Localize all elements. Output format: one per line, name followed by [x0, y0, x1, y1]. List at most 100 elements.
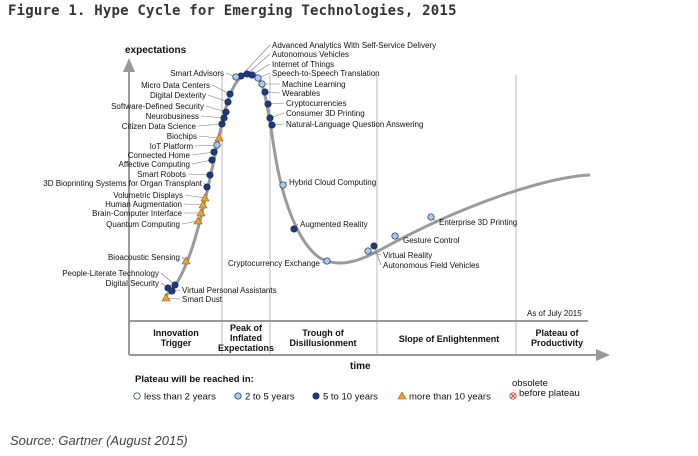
label-natural-language-question-answering: Natural-Language Question Answering	[286, 120, 423, 129]
label-smart-dust: Smart Dust	[182, 295, 223, 304]
legend-label-obsolete: obsolete before plateau	[512, 378, 580, 399]
label-virtual-reality: Virtual Reality	[383, 251, 432, 260]
label-augmented-reality: Augmented Reality	[300, 220, 368, 229]
figure-title: Figure 1. Hype Cycle for Emerging Techno…	[8, 3, 457, 19]
label-digital-dexterity: Digital Dexterity	[150, 91, 206, 100]
marker-virtual-personal-assistants	[168, 287, 176, 295]
leader-iot-platform	[194, 144, 218, 147]
marker-consumer-3d-printing	[266, 114, 274, 122]
marker-cryptocurrency-exchange	[323, 257, 331, 265]
leader-human-augmentation	[183, 203, 204, 206]
figure-source: Source: Gartner (August 2015)	[10, 433, 188, 448]
label-people-literate-technology: People-Literate Technology	[62, 269, 159, 278]
phase-label-plateau: Plateau of Productivity	[531, 328, 583, 348]
marker-software-defined-security	[222, 108, 230, 116]
label-advanced-analytics-with-self-service-delivery: Advanced Analytics With Self-Service Del…	[272, 41, 436, 50]
marker-biochips	[214, 133, 224, 142]
marker-smart-robots	[206, 171, 214, 179]
label-brain-computer-interface: Brain-Computer Interface	[92, 209, 182, 218]
label-connected-home: Connected Home	[128, 151, 191, 160]
label-smart-robots: Smart Robots	[137, 170, 186, 179]
x-axis-arrow	[596, 349, 610, 361]
marker-digital-dexterity	[224, 98, 232, 106]
marker-micro-data-centers	[226, 90, 234, 98]
marker-people-literate-technology	[171, 281, 179, 289]
chart-panel	[126, 57, 590, 319]
marker-3d-bioprinting-systems-for-organ-transplant	[203, 183, 211, 191]
phase-label-peak: Peak of Inflated Expectations	[218, 323, 274, 353]
marker-neurobusiness	[220, 114, 228, 122]
label-autonomous-field-vehicles: Autonomous Field Vehicles	[383, 261, 480, 270]
marker-natural-language-question-answering	[268, 121, 276, 129]
marker-citizen-data-science	[218, 120, 226, 128]
phase-label-trough: Trough of Disillusionment	[289, 328, 356, 348]
marker-human-augmentation	[198, 200, 208, 209]
label-neurobusiness: Neurobusiness	[146, 112, 199, 121]
leader-biochips	[198, 135, 220, 139]
hype-cycle-curve	[164, 71, 591, 298]
label-citizen-data-science: Citizen Data Science	[122, 122, 197, 131]
marker-augmented-reality	[290, 225, 298, 233]
marker-gesture-control	[391, 232, 399, 240]
label-machine-learning: Machine Learning	[282, 80, 346, 89]
label-wearables: Wearables	[282, 89, 320, 98]
as-of-note: As of July 2015	[527, 309, 582, 318]
marker-volumetric-displays	[200, 193, 210, 202]
legend-symbol-lt2	[133, 392, 141, 400]
marker-bioacoustic-sensing	[181, 256, 191, 265]
legend-symbol-obsolete-cross	[510, 393, 516, 399]
marker-virtual-reality	[364, 247, 372, 255]
label-iot-platform: IoT Platform	[150, 142, 194, 151]
leader-volumetric-displays	[184, 194, 206, 199]
legend-label-2to5: 2 to 5 years	[245, 392, 295, 403]
marker-quantum-computing	[193, 216, 203, 225]
legend-symbol-5to10	[312, 392, 320, 400]
label-human-augmentation: Human Augmentation	[105, 200, 182, 209]
label-affective-computing: Affective Computing	[119, 160, 190, 169]
leader-smart-robots	[187, 173, 211, 176]
label-internet-of-things: Internet of Things	[272, 60, 334, 69]
y-axis-arrow	[123, 58, 135, 72]
label-gesture-control: Gesture Control	[403, 236, 460, 245]
marker-enterprise-3d-printing	[427, 213, 435, 221]
label-biochips: Biochips	[167, 132, 197, 141]
label-consumer-3d-printing: Consumer 3D Printing	[286, 109, 365, 118]
x-axis-label: time	[350, 361, 371, 372]
label-bioacoustic-sensing: Bioacoustic Sensing	[108, 253, 180, 262]
leader-neurobusiness	[200, 115, 225, 119]
marker-iot-platform	[213, 141, 221, 149]
label-autonomous-vehicles: Autonomous Vehicles	[272, 50, 349, 59]
label-software-defined-security: Software-Defined Security	[111, 102, 204, 111]
legend-title: Plateau will be reached in:	[135, 374, 254, 385]
legend-symbol-2to5	[234, 392, 242, 400]
label-micro-data-centers: Micro Data Centers	[141, 81, 210, 90]
hype-cycle-diagram: expectations time As of July 2015 Innova…	[43, 41, 610, 403]
marker-smart-advisors	[232, 73, 240, 81]
label-quantum-computing: Quantum Computing	[106, 220, 180, 229]
leader-connected-home	[191, 151, 215, 156]
phase-label-innovation: Innovation Trigger	[153, 328, 199, 348]
marker-smart-dust	[161, 293, 171, 302]
label-enterprise-3d-printing: Enterprise 3D Printing	[439, 218, 517, 227]
marker-connected-home	[210, 148, 218, 156]
label-3d-bioprinting-systems-for-organ-transplant: 3D Bioprinting Systems for Organ Transpl…	[43, 179, 203, 188]
marker-wearables	[261, 88, 269, 96]
label-speech-to-speech-translation: Speech-to-Speech Translation	[272, 69, 380, 78]
marker-affective-computing	[208, 156, 216, 164]
label-cryptocurrency-exchange: Cryptocurrency Exchange	[228, 259, 321, 268]
label-hybrid-cloud-computing: Hybrid Cloud Computing	[289, 178, 376, 187]
marker-machine-learning	[258, 80, 266, 88]
label-cryptocurrencies: Cryptocurrencies	[286, 99, 346, 108]
marker-brain-computer-interface	[196, 208, 206, 217]
label-volumetric-displays: Volumetric Displays	[113, 191, 183, 200]
legend-label-gt10: more than 10 years	[409, 392, 491, 403]
marker-autonomous-field-vehicles	[370, 242, 378, 250]
label-smart-advisors: Smart Advisors	[170, 69, 224, 78]
legend-label-lt2: less than 2 years	[144, 392, 216, 403]
leader-autonomous-vehicles	[246, 53, 271, 75]
legend-symbol-gt10	[397, 391, 407, 400]
phase-label-slope: Slope of Enlightenment	[399, 334, 500, 344]
label-virtual-personal-assistants: Virtual Personal Assistants	[182, 286, 277, 295]
marker-internet-of-things	[248, 71, 256, 79]
label-digital-security: Digital Security	[106, 279, 159, 288]
